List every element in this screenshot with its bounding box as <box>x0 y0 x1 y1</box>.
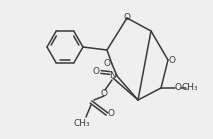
Text: O: O <box>104 59 111 68</box>
Text: O: O <box>174 84 181 92</box>
Text: O: O <box>101 89 108 97</box>
Text: O: O <box>92 66 99 75</box>
Text: CH₃: CH₃ <box>182 84 198 92</box>
Text: O: O <box>168 55 176 64</box>
Text: O: O <box>124 13 131 22</box>
Text: CH₃: CH₃ <box>74 119 90 127</box>
Text: N: N <box>109 70 115 80</box>
Text: O: O <box>108 109 115 117</box>
